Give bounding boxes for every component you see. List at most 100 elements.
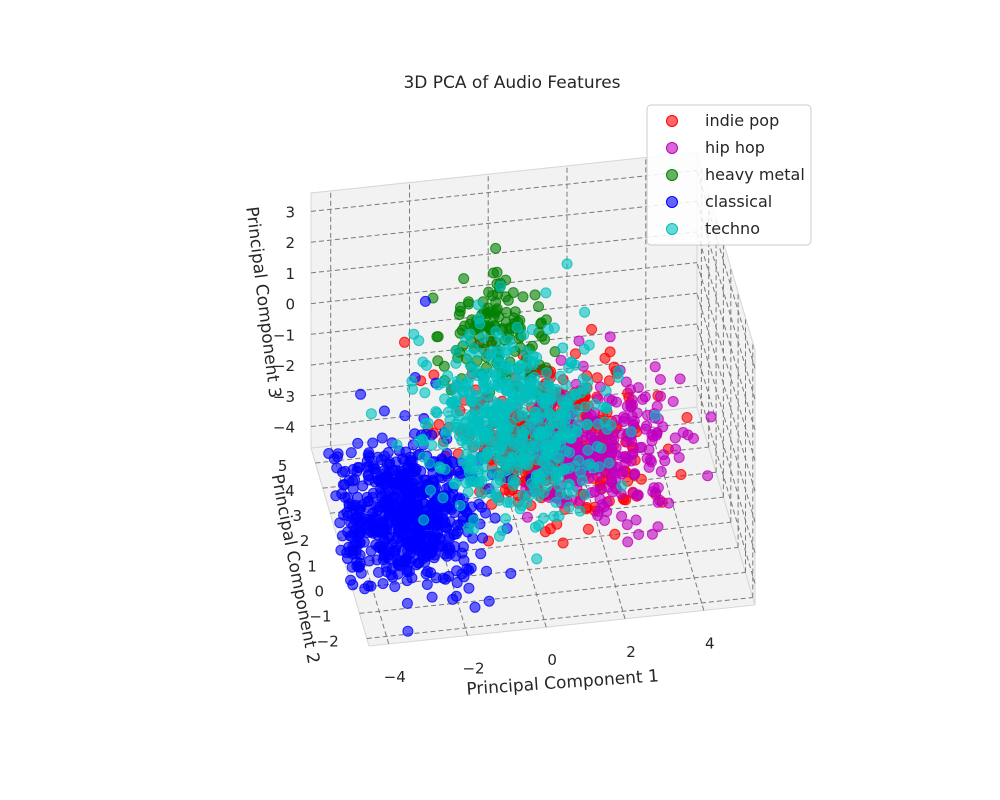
scatter-point <box>598 401 610 413</box>
scatter-point <box>468 523 480 535</box>
scatter-point <box>462 486 474 498</box>
scatter-point <box>437 492 449 504</box>
scatter-point <box>579 489 591 501</box>
scatter-point <box>625 426 637 438</box>
legend-marker <box>666 196 678 208</box>
scatter-point <box>379 549 391 561</box>
scatter-point <box>562 400 574 412</box>
scatter-point <box>450 422 462 434</box>
scatter-point <box>363 451 375 463</box>
scatter-point <box>535 317 547 329</box>
legend-marker <box>666 115 678 127</box>
scatter-point <box>501 496 513 508</box>
scatter-point <box>651 429 662 441</box>
scatter-point <box>420 530 432 542</box>
scatter-point <box>391 439 403 451</box>
scatter-point <box>582 444 594 456</box>
scatter-point <box>621 519 633 531</box>
scatter-point <box>605 474 617 486</box>
grid-line-z <box>310 200 698 243</box>
scatter-point <box>542 323 554 335</box>
scatter-point <box>550 496 562 508</box>
tick-label: −3 <box>273 388 295 406</box>
scatter-point <box>367 511 379 523</box>
scatter-point <box>401 597 413 609</box>
scatter-point <box>463 296 474 308</box>
scatter-point <box>358 536 370 548</box>
scatter-point <box>555 370 566 382</box>
scatter-point <box>450 478 462 490</box>
scatter-point <box>533 301 544 313</box>
scatter-point <box>399 410 411 422</box>
legend-label: classical <box>705 192 772 211</box>
scatter-point <box>649 361 661 373</box>
scatter-point <box>578 343 590 355</box>
tick-label: 0 <box>547 651 557 669</box>
scatter-point <box>477 331 489 343</box>
scatter-point <box>550 383 562 395</box>
scatter-point <box>434 540 446 552</box>
scatter-point <box>560 445 572 457</box>
legend-marker <box>666 142 678 154</box>
scatter-point <box>605 419 617 431</box>
scatter-point <box>566 357 578 368</box>
scatter-point <box>393 559 405 570</box>
scatter-point <box>491 477 502 489</box>
tick-label: 0 <box>285 296 295 314</box>
scatter-point <box>541 367 552 379</box>
scatter-point <box>531 553 543 565</box>
grid-line-y <box>352 546 739 589</box>
tick-label: −2 <box>273 357 295 375</box>
scatter-point <box>402 625 414 637</box>
scatter-point <box>400 524 412 536</box>
scatter-point <box>641 420 653 432</box>
scatter-point <box>362 580 374 592</box>
scatter-point <box>705 411 717 423</box>
scatter-point <box>435 462 446 474</box>
scatter-point <box>536 428 547 440</box>
scatter-point <box>454 500 466 511</box>
scatter-point <box>604 331 616 343</box>
tick-labels: −4 −2 0 2 4 −2 −1 0 1 2 3 4 5 −4 −3 −2 −1 0 1 2 3 <box>273 203 715 686</box>
scatter-point <box>493 454 505 466</box>
scatter-point <box>499 465 511 477</box>
legend-label: heavy metal <box>705 165 805 184</box>
scatter-point <box>577 373 589 385</box>
scatter-point <box>528 406 540 418</box>
scatter-point <box>444 516 456 528</box>
scatter-point <box>558 464 570 476</box>
grid-line-z <box>310 231 698 274</box>
chart-title: 3D PCA of Audio Features <box>403 73 620 93</box>
scatter-point <box>468 514 480 526</box>
tick-label: −1 <box>309 607 331 625</box>
scatter-point <box>577 383 589 395</box>
scatter-point <box>612 371 624 383</box>
scatter-point <box>620 376 632 388</box>
tick-label: −2 <box>317 633 339 651</box>
scatter-point <box>450 357 462 369</box>
tick-label: −1 <box>273 326 295 344</box>
tick-label: 0 <box>315 582 325 600</box>
scatter-point <box>354 516 366 528</box>
grid-line-z <box>696 262 756 461</box>
scatter-point <box>586 323 598 335</box>
scatter-point <box>540 287 552 299</box>
scatter-point <box>451 381 462 393</box>
scatter-point <box>576 475 588 486</box>
scatter-point <box>405 466 417 478</box>
scatter-point <box>406 375 418 387</box>
scatter-point <box>373 566 384 578</box>
scatter-point <box>413 435 425 447</box>
scatter-point <box>469 601 481 613</box>
scatter-point <box>342 492 354 504</box>
scatter-point <box>518 329 530 341</box>
scatter-point <box>361 461 373 473</box>
scatter-point <box>573 335 585 347</box>
scatter-point <box>663 497 675 509</box>
tick-label: 2 <box>626 643 636 661</box>
scatter-point <box>494 331 506 343</box>
scatter-point <box>589 398 601 410</box>
legend-label: indie pop <box>705 111 779 130</box>
scatter-point <box>399 504 411 515</box>
scatter-point <box>507 474 519 486</box>
